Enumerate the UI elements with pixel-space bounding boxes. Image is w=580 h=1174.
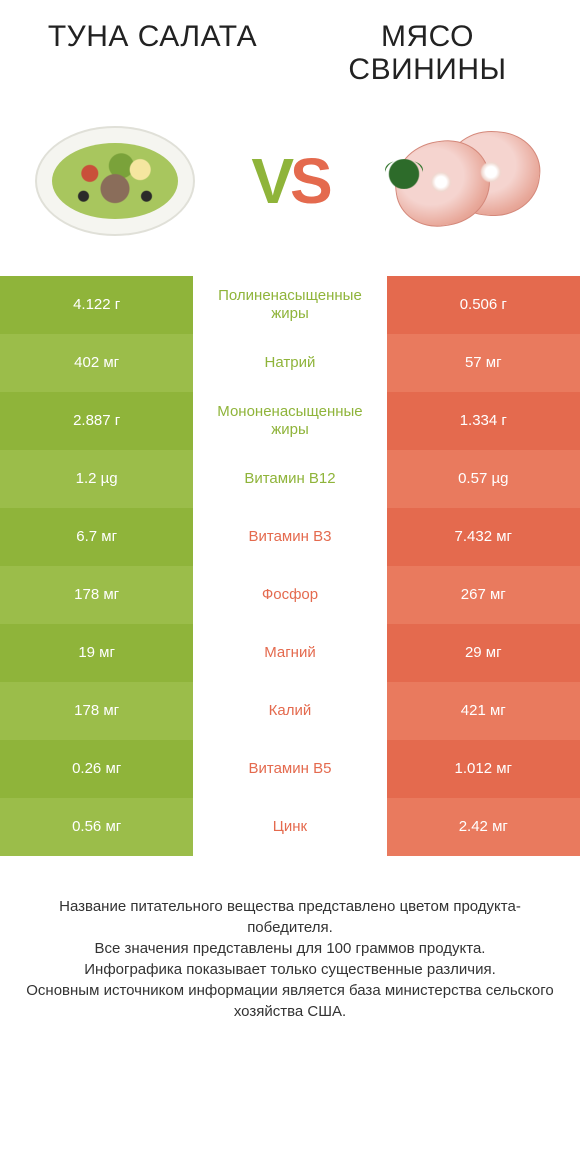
hero-row: VS: [0, 96, 580, 276]
nutrient-name-cell: Витамин B12: [193, 450, 386, 508]
left-value-cell: 19 мг: [0, 624, 193, 682]
left-value-cell: 178 мг: [0, 682, 193, 740]
right-value-cell: 1.012 мг: [387, 740, 580, 798]
left-product-title: ТУНА САЛАТА: [40, 20, 265, 86]
left-value-cell: 4.122 г: [0, 276, 193, 334]
nutrient-comparison-table: 4.122 гПолиненасыщенные жиры0.506 г402 м…: [0, 276, 580, 856]
left-value-cell: 2.887 г: [0, 392, 193, 450]
right-value-cell: 0.506 г: [387, 276, 580, 334]
right-value-cell: 57 мг: [387, 334, 580, 392]
vs-letter-s: S: [290, 145, 329, 217]
right-product-title: МЯСО СВИНИНЫ: [315, 20, 540, 86]
left-value-cell: 0.56 мг: [0, 798, 193, 856]
footer-notes: Название питательного вещества представл…: [0, 856, 580, 1042]
left-product-image: [30, 116, 200, 246]
table-row: 1.2 µgВитамин B120.57 µg: [0, 450, 580, 508]
nutrient-name-cell: Фосфор: [193, 566, 386, 624]
table-row: 19 мгМагний29 мг: [0, 624, 580, 682]
right-value-cell: 0.57 µg: [387, 450, 580, 508]
nutrient-name-cell: Мононенасыщенные жиры: [193, 392, 386, 450]
nutrient-name-cell: Витамин B3: [193, 508, 386, 566]
right-value-cell: 1.334 г: [387, 392, 580, 450]
comparison-header: ТУНА САЛАТА МЯСО СВИНИНЫ: [0, 0, 580, 96]
table-row: 2.887 гМононенасыщенные жиры1.334 г: [0, 392, 580, 450]
footer-line: Инфографика показывает только существенн…: [20, 959, 560, 980]
table-row: 178 мгКалий421 мг: [0, 682, 580, 740]
vs-label: VS: [251, 144, 328, 218]
right-value-cell: 29 мг: [387, 624, 580, 682]
right-value-cell: 7.432 мг: [387, 508, 580, 566]
vs-letter-v: V: [251, 145, 290, 217]
nutrient-name-cell: Полиненасыщенные жиры: [193, 276, 386, 334]
nutrient-name-cell: Натрий: [193, 334, 386, 392]
right-product-image: [380, 116, 550, 246]
nutrient-name-cell: Витамин B5: [193, 740, 386, 798]
footer-line: Все значения представлены для 100 граммо…: [20, 938, 560, 959]
right-value-cell: 267 мг: [387, 566, 580, 624]
nutrient-name-cell: Магний: [193, 624, 386, 682]
nutrient-name-cell: Калий: [193, 682, 386, 740]
table-row: 4.122 гПолиненасыщенные жиры0.506 г: [0, 276, 580, 334]
table-row: 0.56 мгЦинк2.42 мг: [0, 798, 580, 856]
table-row: 402 мгНатрий57 мг: [0, 334, 580, 392]
left-value-cell: 6.7 мг: [0, 508, 193, 566]
left-value-cell: 178 мг: [0, 566, 193, 624]
table-row: 6.7 мгВитамин B37.432 мг: [0, 508, 580, 566]
footer-line: Основным источником информации является …: [20, 980, 560, 1022]
footer-line: Название питательного вещества представл…: [20, 896, 560, 938]
table-row: 0.26 мгВитамин B51.012 мг: [0, 740, 580, 798]
right-value-cell: 421 мг: [387, 682, 580, 740]
nutrient-name-cell: Цинк: [193, 798, 386, 856]
left-value-cell: 0.26 мг: [0, 740, 193, 798]
left-value-cell: 1.2 µg: [0, 450, 193, 508]
right-value-cell: 2.42 мг: [387, 798, 580, 856]
table-row: 178 мгФосфор267 мг: [0, 566, 580, 624]
left-value-cell: 402 мг: [0, 334, 193, 392]
